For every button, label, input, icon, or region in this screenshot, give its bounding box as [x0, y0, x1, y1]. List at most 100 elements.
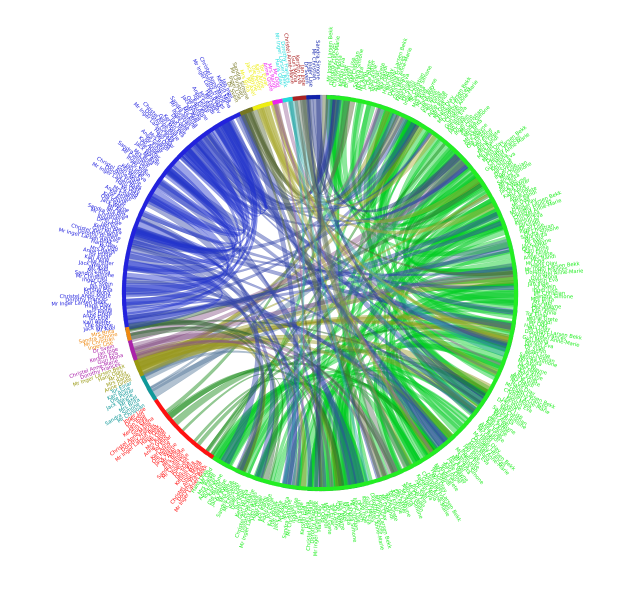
node-label: Jan Inge: [341, 65, 349, 87]
node-label: Mr Inger Larsen Bekk: [313, 501, 320, 556]
node-label: Mrs Brita: [355, 67, 365, 91]
node-label: Ole Petter: [85, 320, 112, 330]
node-label: Jan Inge: [297, 502, 305, 524]
node-label: Guri Mona: [290, 56, 299, 83]
node-label: Mrs Randi: [530, 254, 556, 264]
node-label: Hans Olav: [524, 323, 551, 333]
node-label: Sandra Simone: [314, 40, 320, 80]
node-label: Kerstin Eva: [83, 287, 112, 293]
node-label: Mr Axel: [517, 358, 537, 370]
node-label: Kari Anne: [267, 501, 278, 527]
group-arc-teal: [140, 374, 158, 401]
node-label: Anne Grete: [82, 247, 112, 258]
node-label: Hans Olav: [90, 239, 117, 251]
group-arc-darkred: [292, 95, 307, 101]
node-label: Anne Grete: [528, 314, 558, 323]
node-label: Anne Grete: [325, 505, 332, 535]
group-arc-olive2: [239, 106, 254, 116]
group-arc-blue: [122, 112, 242, 328]
node-label: Kari Anne: [531, 309, 556, 317]
node-label: Dr Svein: [92, 344, 115, 355]
node-label: Jan Inge: [96, 347, 119, 359]
node-label: Dr Svein: [344, 66, 353, 89]
node-label: Dr Svein: [302, 62, 309, 84]
node-label: Mr Christian: [310, 49, 317, 81]
node-label: Tor Einar: [328, 502, 335, 527]
node-label: Inger Lise: [82, 277, 108, 284]
node-label: Tor Einar: [87, 314, 112, 323]
node-label: Dorothy Frances: [310, 501, 317, 544]
node-label: Jan Inge: [358, 501, 368, 524]
node-label: Jan Inge: [88, 284, 110, 291]
node-label: Kari Anne: [524, 245, 550, 256]
node-label: Tor Einar: [370, 69, 382, 94]
node-label: Mr Odd: [525, 259, 545, 268]
node-label: Dr Svein: [294, 499, 302, 522]
node-label: Inger Lise: [306, 62, 313, 88]
node-label: Guri Mona: [84, 291, 111, 297]
node-label: Kerstin Eva: [294, 55, 303, 85]
node-label: Ole Petter: [365, 59, 377, 86]
node-label: Jan Inge: [523, 341, 546, 352]
node-label: Inger Lise: [88, 340, 114, 352]
node-label: Ole Petter: [270, 500, 281, 527]
node-label: Mr Axel: [245, 77, 257, 97]
node-label: Christel Anne-Marie: [306, 500, 314, 551]
node-label: Mrs Brita: [91, 329, 115, 339]
node-label: Mrs Randi: [90, 245, 116, 256]
outer-ring: [118, 91, 522, 495]
node-label: Jan Inge: [298, 64, 306, 86]
group-arc-orange: [125, 326, 132, 341]
group-arc-cyan: [282, 96, 294, 103]
node-label: Inger Lise: [347, 57, 357, 83]
node-label: Mrs Randi: [87, 308, 113, 316]
node-label: Jack Wayne: [82, 323, 113, 334]
group-arc-magenta: [272, 98, 283, 105]
node-label: Hans Olav: [85, 302, 112, 309]
node-label: Guri Mona: [531, 274, 558, 282]
group-arc-red: [153, 398, 215, 460]
node-label: Tor Einar: [265, 496, 276, 521]
node-label: Mr Axel: [358, 71, 368, 91]
node-label: Jack Wayne: [77, 260, 108, 270]
node-label: Ole Petter: [334, 502, 342, 529]
node-label: Mr Odd: [378, 494, 389, 514]
node-label: Dr Svein: [524, 344, 547, 355]
node-label: Hans Olav: [273, 58, 284, 85]
node-label: Kerstin Eva: [529, 277, 558, 285]
node-label: Kerstin Eva: [300, 505, 308, 534]
node-label: Mr Inger Larsen Bekk: [326, 27, 334, 82]
node-label: Mrs Brita: [343, 501, 352, 525]
node-label: Inger Lise: [351, 497, 361, 523]
chord-ribbon-blue-green: [236, 109, 299, 489]
node-label: Dr Svein: [355, 500, 365, 523]
node-label: Hans Olav: [317, 505, 323, 532]
node-label: Mr Axel: [278, 502, 287, 522]
node-label: Mr Odd: [92, 305, 111, 312]
node-label: Jack Wayne: [530, 303, 561, 311]
node-label: Jack Wayne: [273, 500, 285, 531]
node-label: Guri Mona: [522, 334, 549, 346]
node-label: Kari Anne: [83, 317, 109, 326]
node-label: Tor Einar: [524, 311, 549, 319]
node-label: Mr Christian: [286, 504, 296, 536]
node-label: Anne Grete: [83, 311, 113, 320]
node-label: Mr Axel: [89, 265, 109, 273]
node-label: Mr Odd: [98, 244, 118, 254]
node-label: Mr Christian: [351, 51, 362, 83]
node-label: Inger Lise: [291, 497, 300, 523]
node-label: Kerstin Eva: [360, 496, 372, 526]
node-label: Jan Inge: [527, 281, 549, 288]
node-label: Mr Odd: [528, 320, 548, 329]
node-label: Mr Axel: [533, 300, 553, 307]
node-label: Dorothy Frances: [329, 43, 337, 86]
node-label: Mr Odd: [271, 68, 281, 88]
node-label: Inger Lise: [532, 287, 557, 293]
node-label: Guri Mona: [304, 501, 312, 528]
node-label: Mrs Brita: [524, 232, 548, 244]
node-label: Tor Einar: [87, 251, 112, 261]
node-label: Tor Einar: [257, 63, 269, 88]
node-label: Mrs Brita: [87, 268, 111, 276]
node-label: Mrs Randi: [322, 502, 329, 528]
